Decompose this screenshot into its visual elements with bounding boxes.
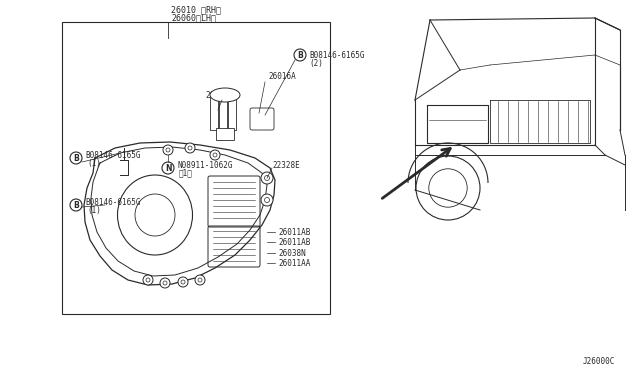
Circle shape <box>429 169 467 207</box>
Circle shape <box>70 199 82 211</box>
Text: 26011AB: 26011AB <box>278 237 310 247</box>
Bar <box>62 22 330 314</box>
Bar <box>219 95 227 130</box>
Circle shape <box>185 143 195 153</box>
Circle shape <box>416 156 480 220</box>
Circle shape <box>294 49 306 61</box>
Circle shape <box>178 277 188 287</box>
Text: B: B <box>73 201 79 209</box>
Ellipse shape <box>210 88 240 102</box>
Text: (2): (2) <box>309 58 323 67</box>
Circle shape <box>70 152 82 164</box>
Circle shape <box>160 278 170 288</box>
Text: (1): (1) <box>87 205 101 215</box>
Bar <box>210 95 218 130</box>
Text: 26016A: 26016A <box>268 71 296 80</box>
FancyBboxPatch shape <box>250 108 274 130</box>
Circle shape <box>261 172 273 184</box>
Circle shape <box>210 150 220 160</box>
Text: 26011AA: 26011AA <box>278 259 310 267</box>
Circle shape <box>261 194 273 206</box>
Text: 26010 〈RH〉: 26010 〈RH〉 <box>171 6 221 15</box>
Text: N08911-1062G: N08911-1062G <box>177 160 232 170</box>
Bar <box>228 95 236 130</box>
Text: B08146-6165G: B08146-6165G <box>85 198 141 206</box>
Text: B: B <box>297 51 303 60</box>
Text: B: B <box>73 154 79 163</box>
Text: (1): (1) <box>87 158 101 167</box>
Text: 26038N: 26038N <box>278 248 306 257</box>
Circle shape <box>143 275 153 285</box>
Text: （1）: （1） <box>179 169 193 177</box>
Circle shape <box>162 162 174 174</box>
Text: B08146-6165G: B08146-6165G <box>85 151 141 160</box>
Text: 26060〈LH〉: 26060〈LH〉 <box>171 13 216 22</box>
Text: N: N <box>164 164 172 173</box>
Circle shape <box>195 275 205 285</box>
Text: 22328E: 22328E <box>272 160 300 170</box>
Text: 26011A: 26011A <box>205 90 233 99</box>
Text: B08146-6165G: B08146-6165G <box>309 51 365 60</box>
Text: J26000C: J26000C <box>582 357 615 366</box>
Text: 26011AB: 26011AB <box>278 228 310 237</box>
Bar <box>216 128 234 140</box>
Circle shape <box>163 145 173 155</box>
